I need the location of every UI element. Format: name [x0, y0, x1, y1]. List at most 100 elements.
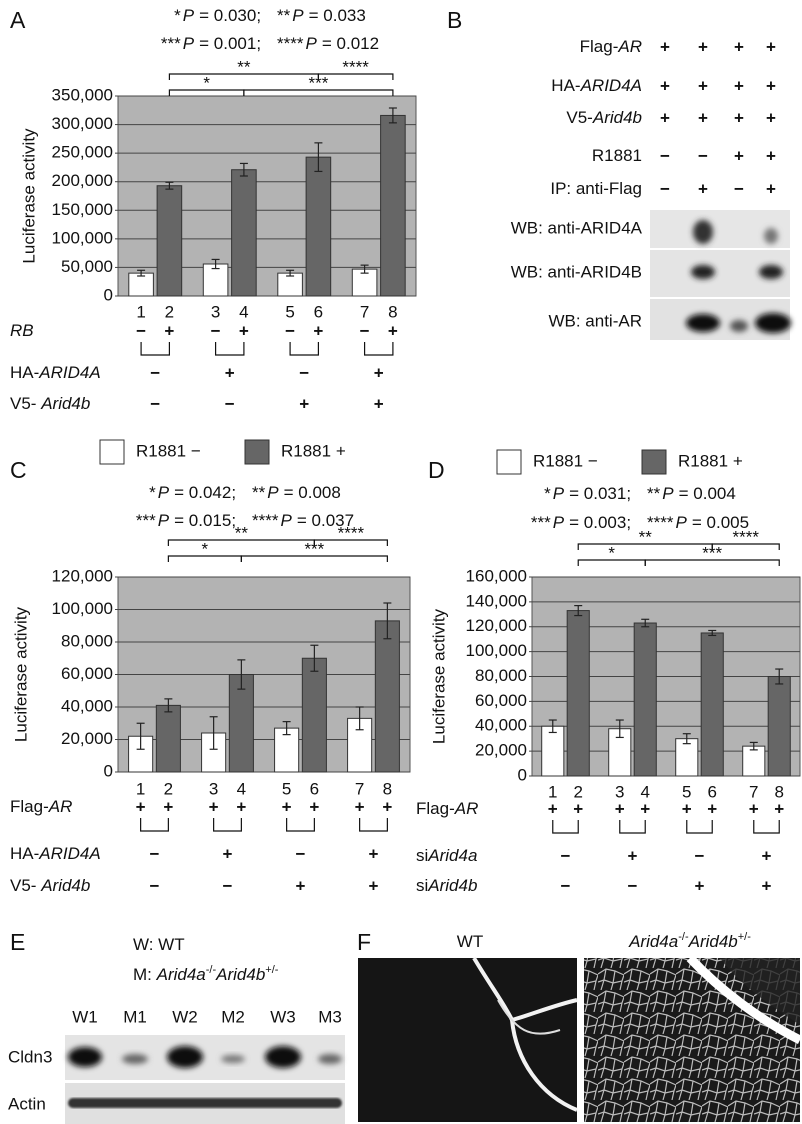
y-tick-label: 200,000 — [52, 171, 113, 190]
lumen — [720, 958, 800, 1025]
condition-label: siArid4a — [416, 846, 477, 865]
blot-label: Cldn3 — [8, 1047, 52, 1066]
group-bracket — [213, 818, 242, 832]
p-symbol: P — [281, 511, 293, 530]
sign: + — [660, 37, 670, 56]
text-part: W: WT — [133, 935, 185, 954]
sign: + — [766, 146, 776, 165]
group-bracket — [619, 820, 646, 834]
sign: + — [698, 76, 708, 95]
sign: + — [299, 394, 309, 413]
p-symbol: P — [292, 6, 304, 25]
sign: + — [698, 37, 708, 56]
sign: + — [734, 146, 744, 165]
superscript: -/- — [678, 931, 689, 943]
blot-e — [65, 1035, 345, 1124]
text-part: Flag- — [580, 37, 619, 56]
stars: **** — [252, 511, 279, 530]
error-bar — [682, 733, 691, 745]
text-part: Arid4b — [592, 108, 642, 127]
band — [265, 1046, 301, 1068]
text-part: IP: anti-Flag — [550, 179, 642, 198]
bar — [541, 725, 565, 777]
condition-label: V5- Arid4b — [10, 394, 90, 413]
x-tick-label: 5 — [285, 302, 294, 321]
sign: − — [136, 321, 146, 340]
p-symbol: P — [553, 484, 565, 503]
group-bracket — [359, 818, 388, 832]
bar — [700, 632, 724, 777]
x-tick-label: 6 — [707, 782, 716, 801]
text-part: HA- — [551, 76, 580, 95]
text-part: Arid4a — [628, 932, 678, 951]
group-bracket — [140, 342, 171, 356]
band — [691, 265, 715, 279]
band — [167, 1046, 203, 1068]
y-tick-label: 100,000 — [52, 599, 113, 618]
comparison-label: ** — [235, 523, 249, 542]
bar — [274, 727, 300, 773]
sign: + — [355, 797, 365, 816]
y-tick-label: 20,000 — [61, 729, 113, 748]
error-bar — [548, 719, 557, 734]
sign: − — [150, 844, 160, 863]
panel-label: F — [357, 929, 371, 955]
error-bar — [749, 741, 758, 751]
condition-label: R1881 — [592, 146, 642, 165]
comparison-label: * — [608, 543, 615, 562]
band — [318, 1054, 342, 1064]
bar — [301, 657, 327, 773]
comparison-label: ** — [237, 57, 251, 76]
sign: + — [236, 797, 246, 816]
sign: + — [766, 37, 776, 56]
comparison-bracket — [711, 543, 780, 550]
text-part: V5- — [10, 876, 41, 895]
x-tick-label: 7 — [355, 779, 364, 798]
significance-note: *** P = 0.001; **** P = 0.012 — [161, 34, 379, 53]
error-bar — [708, 629, 717, 637]
band — [755, 313, 791, 333]
x-tick-label: 8 — [388, 302, 397, 321]
y-tick-label: 0 — [104, 285, 113, 304]
y-tick-label: 80,000 — [61, 631, 113, 650]
sign: + — [698, 179, 708, 198]
lane-label: M3 — [318, 1007, 342, 1026]
comparison-label: **** — [342, 57, 369, 76]
sign: − — [285, 321, 295, 340]
p-symbol: P — [267, 483, 279, 502]
comparison-label: ** — [639, 527, 653, 546]
legend-swatch — [244, 439, 270, 465]
blot-b — [650, 210, 791, 340]
text-part: AR — [617, 37, 642, 56]
p-value: = 0.015; — [174, 511, 236, 530]
lane-legend: W: WT — [133, 935, 185, 954]
condition-label: IP: anti-Flag — [550, 179, 642, 198]
error-bar — [310, 644, 319, 672]
condition-label: Flag-AR — [416, 799, 478, 818]
text-part: HA- — [10, 363, 39, 382]
condition-label: HA-ARID4A — [551, 76, 642, 95]
bar — [374, 620, 400, 773]
text-part: RB — [10, 321, 34, 340]
condition-label: RB — [10, 321, 34, 340]
sign: + — [766, 108, 776, 127]
significance-note: * P = 0.042; ** P = 0.008 — [149, 483, 341, 502]
tubule-boundary — [686, 954, 802, 1045]
bar — [633, 622, 657, 777]
lane-label: W2 — [172, 1007, 198, 1026]
error-bar — [775, 668, 784, 685]
y-tick-label: 40,000 — [61, 696, 113, 715]
sign: + — [707, 799, 717, 818]
sign: + — [640, 799, 650, 818]
p-value: = 0.005 — [692, 513, 749, 532]
error-bar — [615, 719, 624, 739]
text-part: Arid4a — [156, 965, 206, 984]
p-value: = 0.042; — [174, 483, 236, 502]
error-bar — [211, 258, 220, 270]
text-part: Arid4b — [40, 876, 90, 895]
band — [759, 265, 783, 279]
group-bracket — [214, 342, 245, 356]
x-tick-label: 1 — [548, 782, 557, 801]
error-bar — [164, 698, 173, 713]
sign: − — [360, 321, 370, 340]
